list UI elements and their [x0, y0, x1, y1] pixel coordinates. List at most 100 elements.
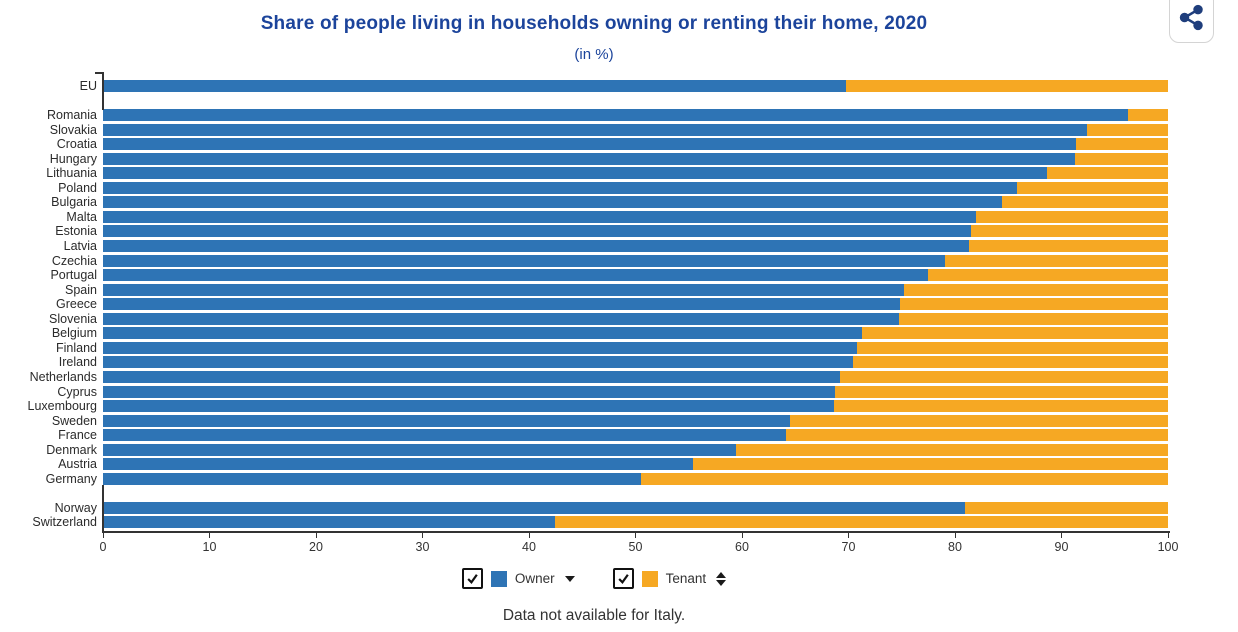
row-label-norway: Norway	[54, 500, 97, 515]
tenant-bar-segment[interactable]	[1127, 109, 1168, 122]
owner-bar-segment[interactable]	[103, 516, 555, 529]
row-label-france: France	[58, 428, 97, 443]
owner-bar-segment[interactable]	[103, 283, 904, 296]
tenant-bar-segment[interactable]	[839, 370, 1168, 383]
bar-row-latvia	[103, 240, 1168, 252]
bar-row-portugal	[103, 269, 1168, 282]
tenant-bar-segment[interactable]	[693, 458, 1168, 471]
owner-bar-segment[interactable]	[103, 472, 641, 485]
owner-bar-segment[interactable]	[103, 254, 946, 267]
owner-bar-segment[interactable]	[103, 225, 971, 238]
sort-up-down-icon[interactable]	[716, 571, 727, 586]
tenant-bar-segment[interactable]	[789, 414, 1168, 427]
share-button[interactable]	[1169, 0, 1214, 43]
tenant-bar-segment[interactable]	[970, 225, 1168, 238]
owner-bar-segment[interactable]	[103, 152, 1076, 165]
tenant-bar-segment[interactable]	[846, 80, 1168, 92]
owner-bar-segment[interactable]	[103, 356, 853, 369]
tenant-bar-segment[interactable]	[976, 210, 1168, 223]
tenant-bar-segment[interactable]	[1016, 181, 1168, 194]
row-label-switzerland: Switzerland	[32, 515, 97, 530]
owner-bar-segment[interactable]	[103, 414, 790, 427]
owner-bar-segment[interactable]	[103, 341, 858, 354]
owner-bar-segment[interactable]	[103, 327, 863, 340]
tenant-bar-segment[interactable]	[554, 516, 1168, 529]
tenant-bar-segment[interactable]	[857, 341, 1168, 354]
owner-bar-segment[interactable]	[103, 210, 977, 223]
bar-row-bulgaria	[103, 196, 1168, 209]
owner-bar-segment[interactable]	[103, 196, 1002, 209]
tenant-bar-segment[interactable]	[785, 429, 1168, 442]
tenant-bar-segment[interactable]	[928, 269, 1168, 282]
tenant-bar-segment[interactable]	[1075, 152, 1168, 165]
row-label-spain: Spain	[65, 282, 97, 297]
x-axis-tick	[102, 532, 104, 538]
owner-bar-segment[interactable]	[103, 80, 847, 92]
tenant-bar-segment[interactable]	[899, 298, 1168, 311]
row-label-belgium: Belgium	[51, 326, 97, 341]
legend-item-tenant: Tenant	[612, 568, 727, 589]
x-axis-tick-label: 60	[735, 540, 749, 554]
tenant-bar-segment[interactable]	[968, 240, 1168, 252]
bar-row-switzerland	[103, 516, 1168, 529]
owner-checkbox[interactable]	[461, 568, 483, 589]
bar-row-norway	[103, 501, 1168, 514]
row-label-cyprus: Cyprus	[57, 384, 97, 399]
owner-bar-segment[interactable]	[103, 269, 929, 282]
owner-bar-segment[interactable]	[103, 123, 1088, 136]
row-label-czechia: Czechia	[51, 253, 97, 268]
row-label-slovakia: Slovakia	[49, 122, 97, 137]
tenant-bar-segment[interactable]	[1087, 123, 1168, 136]
bar-row-slovenia	[103, 312, 1168, 325]
tenant-bar-segment[interactable]	[834, 385, 1168, 398]
tenant-bar-segment[interactable]	[640, 472, 1168, 485]
owner-bar-segment[interactable]	[103, 181, 1017, 194]
tenant-checkbox[interactable]	[612, 568, 634, 589]
x-axis-tick	[528, 532, 530, 538]
bar-row-finland	[103, 341, 1168, 354]
row-label-germany: Germany	[45, 471, 97, 486]
owner-bar-segment[interactable]	[103, 240, 969, 252]
row-label-poland: Poland	[58, 180, 97, 195]
row-label-eu: EU	[79, 79, 97, 93]
tenant-bar-segment[interactable]	[735, 443, 1168, 456]
row-label-latvia: Latvia	[63, 239, 97, 253]
tenant-bar-segment[interactable]	[945, 254, 1168, 267]
bar-row-greece	[103, 298, 1168, 311]
bar-row-cyprus	[103, 385, 1168, 398]
owner-bar-segment[interactable]	[103, 501, 965, 514]
page-title: Share of people living in households own…	[260, 13, 928, 34]
bar-row-romania	[103, 109, 1168, 122]
tenant-bar-segment[interactable]	[862, 327, 1168, 340]
bar-row-hungary	[103, 152, 1168, 165]
x-axis-tick-label: 10	[202, 540, 217, 554]
tenant-bar-segment[interactable]	[1001, 196, 1168, 209]
tenant-bar-segment[interactable]	[898, 312, 1168, 325]
bar-row-lithuania	[103, 167, 1168, 180]
x-axis-tick-label: 0	[99, 540, 107, 554]
owner-bar-segment[interactable]	[103, 458, 693, 471]
owner-bar-segment[interactable]	[103, 370, 840, 383]
owner-bar-segment[interactable]	[103, 167, 1047, 180]
tenant-bar-segment[interactable]	[1046, 167, 1168, 180]
tenant-bar-segment[interactable]	[833, 400, 1168, 413]
tenant-bar-segment[interactable]	[1076, 138, 1168, 151]
owner-bar-segment[interactable]	[103, 400, 834, 413]
tenant-bar-segment[interactable]	[964, 501, 1168, 514]
plot-area: EU Romania Slovakia Croatia Hungary Lithuania…	[0, 72, 1238, 578]
owner-bar-segment[interactable]	[103, 138, 1077, 151]
owner-bar-segment[interactable]	[103, 298, 900, 311]
sort-down-icon[interactable]	[564, 575, 575, 582]
owner-bar-segment[interactable]	[103, 429, 786, 442]
tenant-bar-segment[interactable]	[852, 356, 1168, 369]
bar-row-belgium	[103, 327, 1168, 340]
bar-row-austria	[103, 458, 1168, 471]
bar-row-poland	[103, 181, 1168, 194]
row-label-romania: Romania	[46, 108, 97, 123]
tenant-bar-segment[interactable]	[903, 283, 1168, 296]
owner-bar-segment[interactable]	[103, 385, 835, 398]
owner-bar-segment[interactable]	[103, 109, 1128, 122]
owner-bar-segment[interactable]	[103, 312, 899, 325]
owner-bar-segment[interactable]	[103, 443, 736, 456]
x-axis-tick-label: 90	[1054, 540, 1069, 554]
